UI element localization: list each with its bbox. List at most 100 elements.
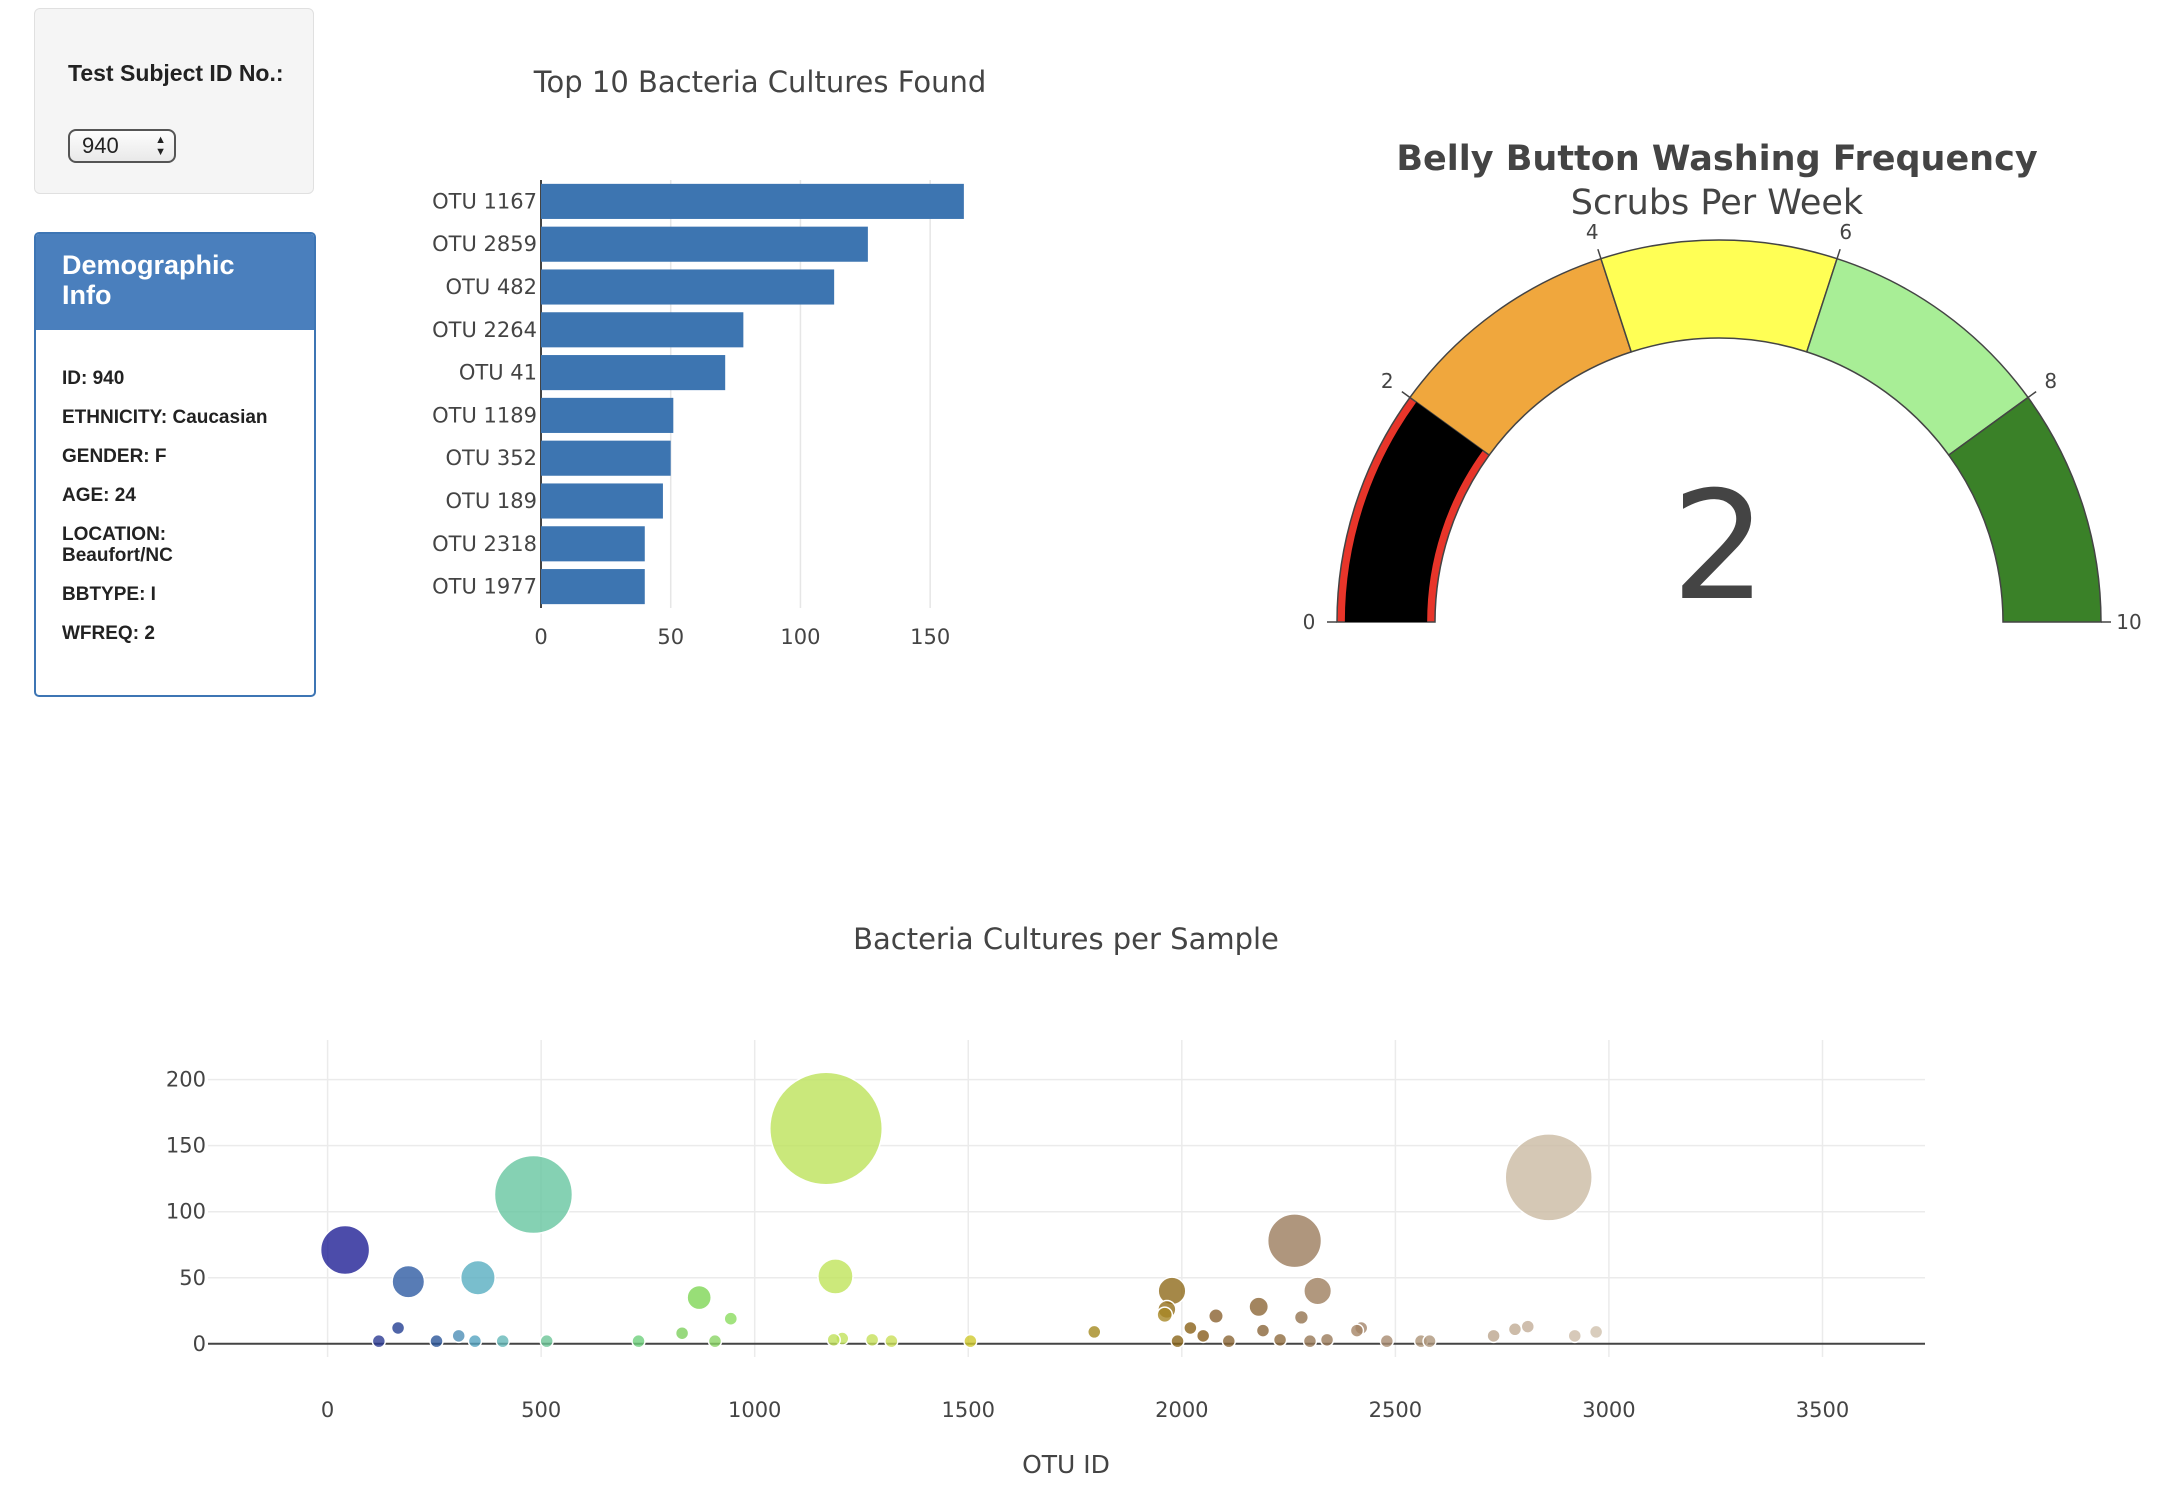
subject-id-select[interactable]: 940 ▲ ▼ — [68, 129, 176, 163]
bubble-point-24 — [1087, 1324, 1102, 1340]
subject-id-select-value: 940 — [82, 133, 119, 158]
bar-3 — [541, 312, 744, 348]
gauge-title: Belly Button Washing Frequency — [1396, 139, 2038, 179]
bubble-point-13 — [1156, 1306, 1174, 1324]
bar-label-8: OTU 2318 — [432, 532, 537, 556]
bubble-point-35 — [1319, 1332, 1335, 1348]
bubble-point-6 — [459, 1259, 496, 1296]
bubble-x-ticks: 0 500 1000 1500 2000 2500 3000 3500 — [321, 1398, 1849, 1422]
bubble-point-50 — [1422, 1333, 1437, 1349]
bubble-point-40 — [539, 1333, 554, 1349]
bubble-point-1 — [1504, 1133, 1593, 1222]
bubble-point-26 — [674, 1325, 690, 1341]
bubble-point-17 — [1520, 1319, 1536, 1334]
bubble-y-ticks: 0 50 100 150 200 — [166, 1068, 206, 1356]
bubble-point-7 — [391, 1264, 426, 1299]
bubble-chart: Bacteria Cultures per Sample 0 500 1000 150… — [166, 922, 1925, 1479]
bar-label-0: OTU 1167 — [432, 189, 537, 213]
bubble-point-47 — [1302, 1333, 1318, 1349]
gauge-tick-2 — [1597, 248, 1602, 259]
bubble-point-34 — [1272, 1332, 1288, 1348]
bubble-point-15 — [1293, 1309, 1310, 1326]
bubble-point-2 — [493, 1154, 574, 1235]
bar-x-tick-1: 50 — [657, 625, 684, 649]
bubble-point-44 — [963, 1333, 978, 1349]
bubble-x-tick-3: 1500 — [942, 1398, 995, 1422]
gauge-tick-4 — [2027, 390, 2037, 399]
bar-marks — [541, 183, 964, 605]
demo-age: AGE: 24 — [62, 485, 136, 506]
bubble-point-21 — [1507, 1322, 1523, 1337]
bubble-point-8 — [1157, 1276, 1187, 1306]
gauge-tick-label-0: 0 — [1303, 610, 1316, 634]
bubble-point-22 — [1255, 1323, 1271, 1338]
bubble-y-tick-3: 150 — [166, 1134, 206, 1158]
bubble-point-29 — [1486, 1328, 1501, 1344]
bubble-point-33 — [864, 1332, 880, 1348]
bar-chart-title: Top 10 Bacteria Cultures Found — [533, 65, 987, 99]
bubble-grid — [208, 1040, 1925, 1357]
top10-bar-chart: Top 10 Bacteria Cultures Found OTU 1167 O… — [432, 65, 987, 649]
bubble-point-4 — [319, 1224, 371, 1276]
bubble-point-32 — [826, 1332, 841, 1348]
gauge-tick-label-4: 8 — [2044, 369, 2057, 393]
bubble-y-tick-0: 0 — [193, 1332, 206, 1356]
bar-x-tick-2: 100 — [780, 625, 820, 649]
bubble-point-37 — [429, 1333, 444, 1349]
bubble-x-axis-label: OTU ID — [1022, 1450, 1110, 1479]
select-arrows-icon: ▲ ▼ — [155, 134, 166, 158]
bubble-point-18 — [390, 1320, 406, 1336]
bubble-x-tick-1: 500 — [521, 1398, 561, 1422]
bar-7 — [541, 483, 663, 519]
bubble-point-41 — [631, 1333, 646, 1349]
bubble-point-5 — [817, 1258, 854, 1295]
bubble-chart-title: Bacteria Cultures per Sample — [853, 922, 1279, 956]
bar-2 — [541, 269, 835, 305]
bubble-x-tick-5: 2500 — [1369, 1398, 1422, 1422]
gauge-tick-label-2: 4 — [1586, 220, 1599, 244]
bar-1 — [541, 226, 868, 262]
selector-panel — [34, 8, 314, 194]
demographic-info-body: ID: 940 ETHNICITY: Caucasian GENDER: F A… — [36, 330, 314, 644]
demo-bbtype: BBTYPE: I — [62, 584, 156, 605]
bar-8 — [541, 526, 645, 562]
gauge-subtitle: Scrubs Per Week — [1571, 183, 1864, 223]
bubble-x-tick-2: 1000 — [728, 1398, 781, 1422]
gauge-tick-3 — [1836, 248, 1841, 259]
bubble-point-27 — [451, 1328, 466, 1344]
bubble-point-23 — [1349, 1323, 1365, 1338]
gauge-tick-label-3: 6 — [1839, 220, 1852, 244]
demo-location: LOCATION: Beaufort/NC — [62, 524, 173, 566]
bubble-y-tick-2: 100 — [166, 1200, 206, 1224]
demo-wfreq: WFREQ: 2 — [62, 623, 155, 644]
bar-x-tick-0: 0 — [534, 625, 547, 649]
selector-label: Test Subject ID No.: — [68, 60, 284, 86]
bar-label-7: OTU 189 — [446, 489, 538, 513]
gauge-step-2 — [1600, 239, 1838, 353]
bar-label-1: OTU 2859 — [432, 232, 537, 256]
bubble-point-3 — [1266, 1213, 1323, 1269]
demographic-info-title: Demographic Info — [36, 234, 314, 330]
bubble-x-tick-0: 0 — [321, 1398, 334, 1422]
bubble-point-48 — [1379, 1333, 1395, 1349]
bubble-point-19 — [1183, 1320, 1198, 1336]
bubble-x-tick-4: 2000 — [1155, 1398, 1208, 1422]
bar-6 — [541, 440, 671, 476]
bubble-point-30 — [1567, 1328, 1583, 1344]
bubble-point-14 — [1207, 1308, 1224, 1325]
bar-9 — [541, 569, 645, 605]
bubble-point-0 — [769, 1071, 884, 1186]
gauge-tick-label-5: 10 — [2116, 610, 2141, 634]
gauge-value-bar — [1344, 402, 1483, 622]
bar-label-4: OTU 41 — [459, 361, 537, 385]
bubble-point-45 — [1170, 1333, 1185, 1349]
bubble-point-38 — [467, 1333, 483, 1349]
bubble-x-tick-7: 3500 — [1796, 1398, 1849, 1422]
bar-label-3: OTU 2264 — [432, 318, 537, 342]
demo-gender: GENDER: F — [62, 446, 167, 467]
demographic-info-panel: Demographic Info ID: 940 ETHNICITY: Cauc… — [34, 232, 316, 697]
bubble-y-tick-1: 50 — [179, 1266, 206, 1290]
bubble-point-39 — [495, 1333, 510, 1349]
gauge-tick-label-1: 2 — [1381, 369, 1394, 393]
bar-x-tick-3: 150 — [910, 625, 950, 649]
